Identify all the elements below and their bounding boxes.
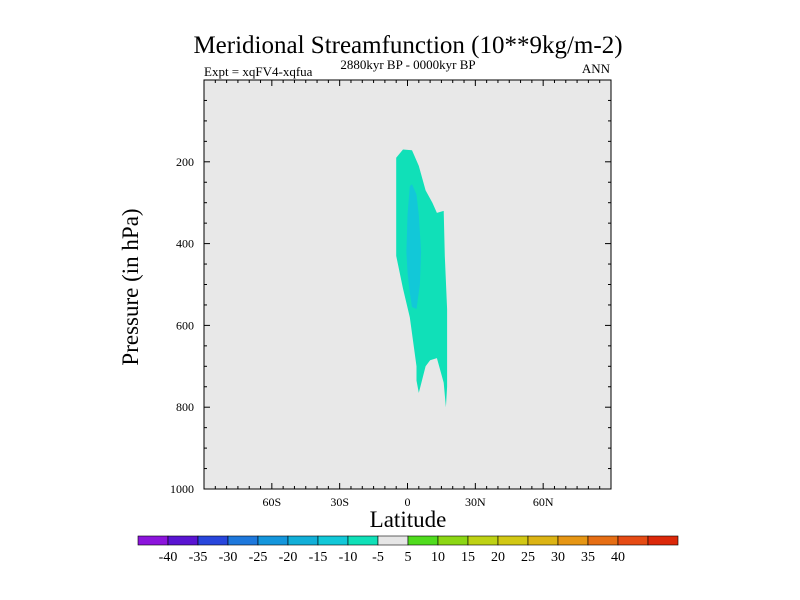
x-tick-label-2: 0 (405, 495, 411, 509)
chart-subtitle-right: ANN (582, 61, 611, 76)
colorbar-label-2: -30 (219, 550, 238, 565)
colorbar-label-8: 5 (405, 550, 412, 565)
axis-tick-labels: 60S 30S 0 30N 60N 200 400 600 800 1000 (170, 155, 554, 509)
x-axis-label: Latitude (370, 507, 447, 532)
contour-region-1 (406, 184, 422, 309)
colorbar-swatch-4 (257, 535, 289, 546)
colorbar-label-14: 35 (581, 550, 595, 565)
colorbar-swatch-6 (317, 535, 349, 546)
colorbar-swatch-7 (347, 535, 379, 546)
colorbar-label-12: 25 (521, 550, 535, 565)
colorbar-label-11: 20 (491, 550, 505, 565)
chart-subtitle-center: 2880kyr BP - 0000kyr BP (340, 57, 475, 72)
colorbar-swatch-1 (167, 535, 199, 546)
colorbar-swatch-12 (497, 535, 529, 546)
y-tick-label-2: 600 (176, 318, 194, 332)
colorbar-label-15: 40 (611, 550, 625, 565)
colorbar-swatch-5 (287, 535, 319, 546)
colorbar-swatch-9 (407, 535, 439, 546)
colorbar-label-1: -35 (189, 550, 208, 565)
colorbar-swatch-15 (587, 535, 619, 546)
chart-title: Meridional Streamfunction (10**9kg/m-2) (193, 32, 622, 59)
axis-ticks (204, 80, 611, 489)
x-tick-label-0: 60S (262, 495, 281, 509)
x-tick-label-4: 60N (533, 495, 554, 509)
y-tick-label-1: 400 (176, 237, 194, 251)
colorbar: -40 -35 -30 -25 -20 -15 -10 -5 5 10 15 20 25 30 35 40 (137, 535, 679, 565)
colorbar-swatch-2 (197, 535, 229, 546)
colorbar-label-9: 10 (431, 550, 445, 565)
colorbar-label-7: -5 (372, 550, 384, 565)
colorbar-swatch-8 (377, 535, 409, 546)
y-tick-label-3: 800 (176, 400, 194, 414)
colorbar-label-5: -15 (309, 550, 328, 565)
y-tick-label-4: 1000 (170, 482, 194, 496)
colorbar-swatch-16 (617, 535, 649, 546)
x-tick-label-1: 30S (330, 495, 349, 509)
chart-subtitle-left: Expt = xqFV4-xqfua (204, 64, 313, 79)
colorbar-label-13: 30 (551, 550, 565, 565)
y-tick-label-0: 200 (176, 155, 194, 169)
colorbar-swatch-3 (227, 535, 259, 546)
colorbar-label-3: -25 (249, 550, 268, 565)
colorbar-label-10: 15 (461, 550, 475, 565)
colorbar-label-4: -20 (279, 550, 298, 565)
colorbar-label-0: -40 (159, 550, 178, 565)
colorbar-swatch-17 (647, 535, 679, 546)
colorbar-swatch-13 (527, 535, 559, 546)
y-axis-label: Pressure (in hPa) (118, 208, 143, 365)
colorbar-swatch-10 (437, 535, 469, 546)
contour-fills (396, 149, 448, 408)
x-tick-label-3: 30N (465, 495, 486, 509)
colorbar-label-6: -10 (339, 550, 358, 565)
colorbar-swatch-11 (467, 535, 499, 546)
colorbar-swatch-0 (137, 535, 169, 546)
colorbar-swatch-14 (557, 535, 589, 546)
